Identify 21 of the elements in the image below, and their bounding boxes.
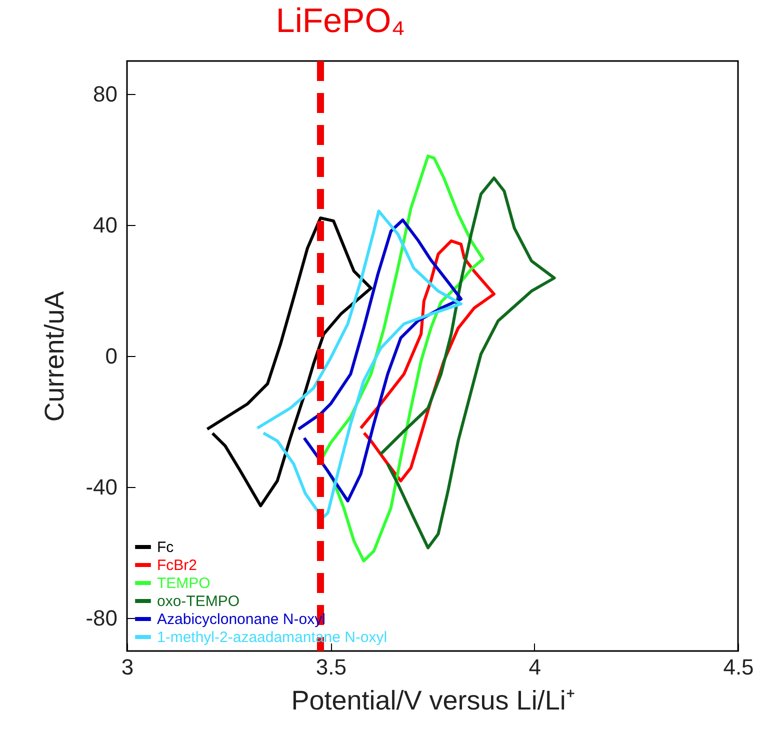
x-axis-title: Potential/V versus Li/Li⁺ xyxy=(291,686,575,716)
y-tick-label: -40 xyxy=(86,474,118,500)
y-tick-label: -80 xyxy=(86,606,118,631)
y-tick-label: 0 xyxy=(105,344,118,368)
x-tick-label: 3.5 xyxy=(316,654,346,680)
legend-label: Fc xyxy=(157,539,174,556)
line-series xyxy=(206,216,372,508)
legend-label: 1-methyl-2-azaadamantane N-oxyl xyxy=(157,629,388,646)
x-tick-label: 3 xyxy=(121,654,134,680)
line-series xyxy=(256,210,463,520)
y-tick-label: 40 xyxy=(93,212,118,238)
line-series xyxy=(379,176,556,550)
line-series xyxy=(296,218,463,502)
y-tick-label: 80 xyxy=(93,81,118,106)
legend-label: oxo-TEMPO xyxy=(157,593,240,610)
legend-label: FcBr2 xyxy=(157,557,198,574)
y-axis-title: Current/uA xyxy=(40,291,70,422)
ref-line-label: LiFePO₄ xyxy=(276,2,406,40)
legend-label: TEMPO xyxy=(157,575,210,592)
x-tick-label: 4 xyxy=(528,654,541,680)
x-tick-label: 4.5 xyxy=(723,654,754,680)
